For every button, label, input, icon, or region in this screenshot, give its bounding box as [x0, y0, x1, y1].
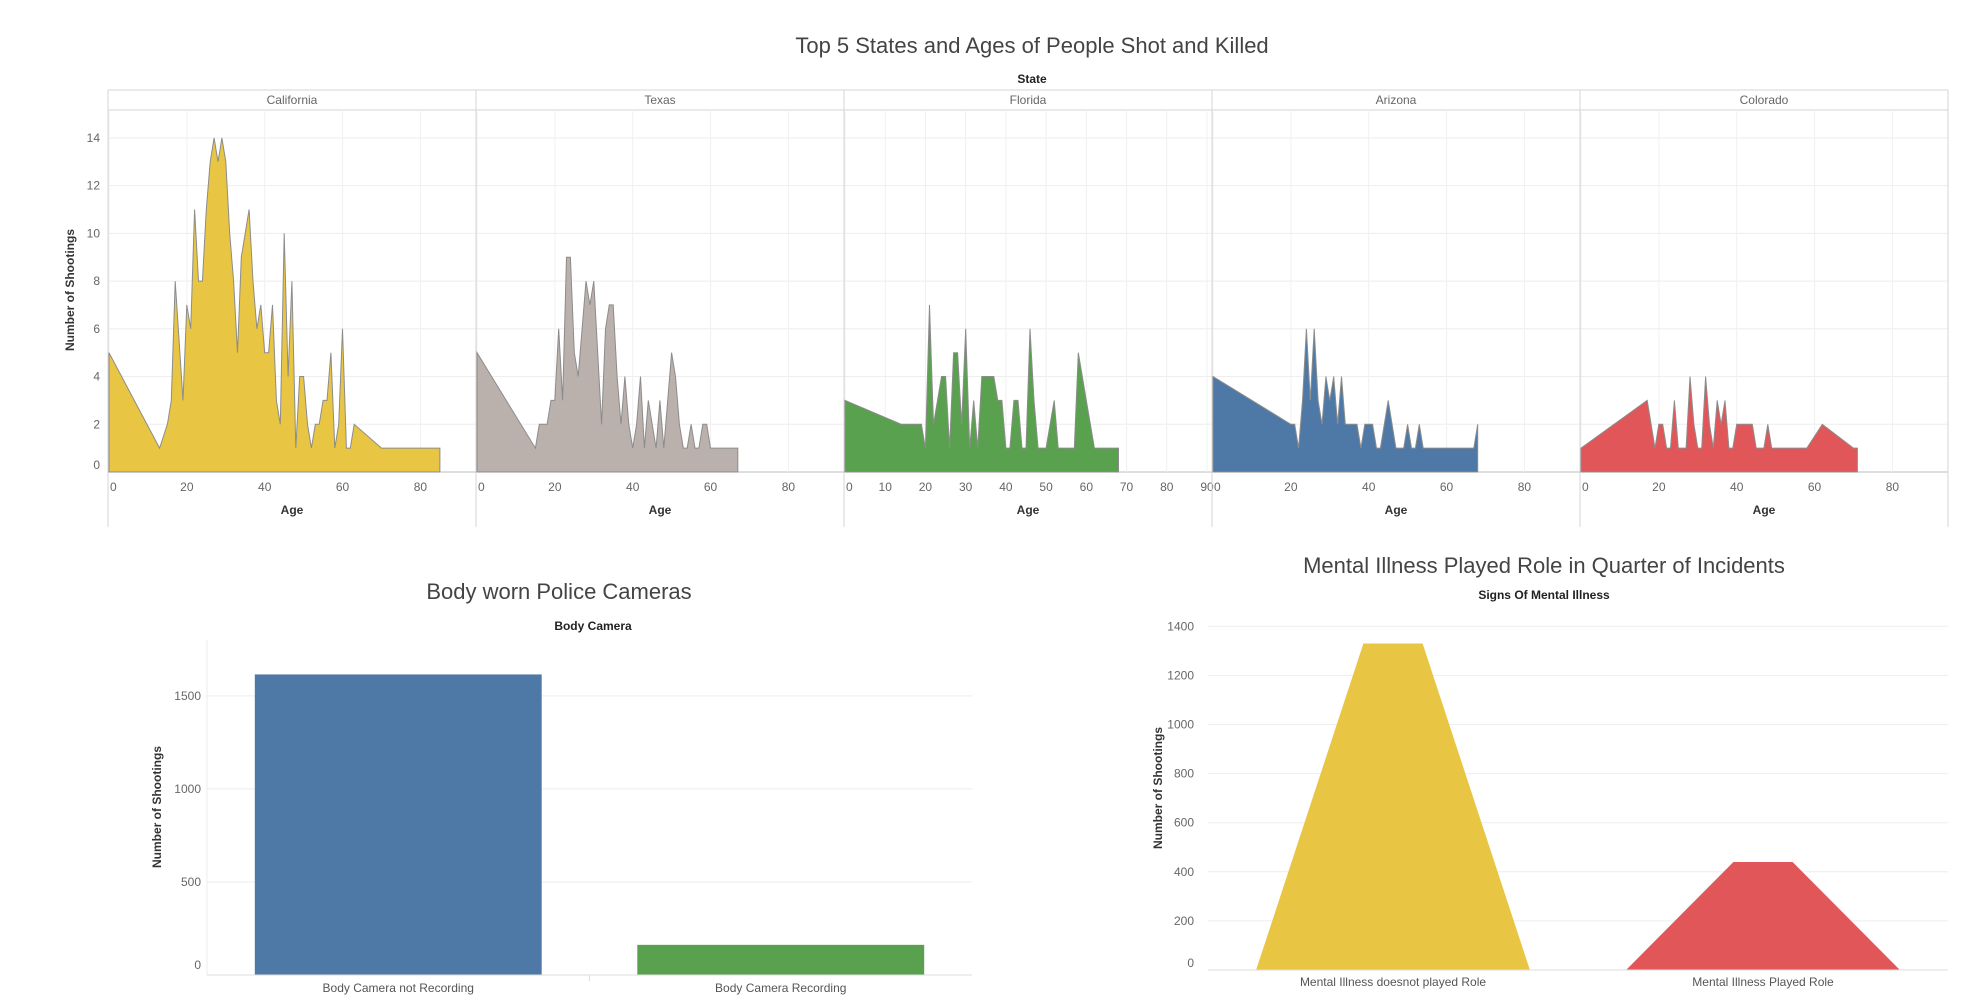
column-header: Signs Of Mental Illness [1478, 588, 1610, 602]
y-tick-label: 2 [93, 417, 100, 431]
category-label: Body Camera not Recording [323, 981, 474, 995]
x-tick-label: 0 [478, 480, 485, 494]
category-label: Mental Illness Played Role [1692, 975, 1834, 989]
chart-title: Body worn Police Cameras [426, 579, 691, 604]
chart-title: Mental Illness Played Role in Quarter of… [1303, 553, 1785, 578]
x-tick-label: 30 [959, 480, 973, 494]
panel-header: California [267, 93, 318, 107]
x-tick-label: 20 [548, 480, 562, 494]
panel-header: Colorado [1740, 93, 1789, 107]
x-axis-label: Age [1753, 503, 1776, 517]
bar [637, 944, 925, 975]
y-tick-label: 0 [194, 958, 201, 972]
x-tick-label: 0 [1582, 480, 1589, 494]
x-tick-label: 80 [1160, 480, 1174, 494]
y-tick-label: 800 [1174, 767, 1194, 781]
y-tick-label: 6 [93, 322, 100, 336]
x-tick-label: 20 [180, 480, 194, 494]
y-tick-label: 10 [87, 226, 101, 240]
y-tick-label: 0 [1187, 956, 1194, 970]
x-tick-label: 60 [704, 480, 718, 494]
x-tick-label: 80 [782, 480, 796, 494]
x-axis-label: Age [1385, 503, 1408, 517]
x-tick-label: 90 [1200, 480, 1214, 494]
x-tick-label: 40 [258, 480, 272, 494]
panel-header: Arizona [1376, 93, 1417, 107]
category-label: Mental Illness doesnot played Role [1300, 975, 1486, 989]
x-tick-label: 50 [1039, 480, 1053, 494]
area-series-texas [476, 256, 739, 473]
panel-colorado: Colorado 0 20 40 60 80 Age [1579, 90, 1949, 527]
x-axis-label: Age [1017, 503, 1040, 517]
y-axis-label: Number of Shootings [1151, 727, 1165, 849]
y-tick-label: 400 [1174, 865, 1194, 879]
area-plot: 0 200 400 600 800 1000 1200 1400 Mental Illness … [1167, 619, 1948, 989]
y-tick-label: 600 [1174, 816, 1194, 830]
chart-mental-illness: Mental Illness Played Role in Quarter of… [1151, 553, 1948, 989]
panel-header: Florida [1010, 93, 1047, 107]
panel-florida: Florida 0 10 20 30 40 50 60 70 80 90 Age [843, 90, 1214, 527]
y-tick-label: 1000 [174, 782, 201, 796]
x-tick-label: 80 [1886, 480, 1900, 494]
area-series-arizona [1212, 328, 1479, 473]
area-mark [1626, 861, 1900, 970]
x-tick-label: 70 [1120, 480, 1134, 494]
y-tick-label: 8 [93, 274, 100, 288]
x-tick-label: 20 [1284, 480, 1298, 494]
y-tick-label: 1000 [1167, 717, 1194, 731]
y-tick-label: 0 [93, 458, 100, 472]
y-tick-label: 12 [87, 179, 101, 193]
area-series-colorado [1580, 376, 1858, 473]
x-tick-label: 0 [110, 480, 117, 494]
x-axis-label: Age [649, 503, 672, 517]
area-series-florida [844, 304, 1119, 473]
x-tick-label: 60 [336, 480, 350, 494]
chart-body-camera: Body worn Police Cameras Body Camera Num… [150, 579, 972, 995]
y-axis-label: Number of Shootings [150, 746, 164, 868]
y-tick-label: 500 [181, 875, 201, 889]
x-tick-label: 10 [879, 480, 893, 494]
y-tick-label: 1400 [1167, 619, 1194, 633]
y-tick-label: 1500 [174, 689, 201, 703]
x-tick-label: 80 [1518, 480, 1532, 494]
chart-title: Top 5 States and Ages of People Shot and… [795, 33, 1268, 58]
x-tick-label: 60 [1080, 480, 1094, 494]
bar [254, 674, 542, 975]
panel-texas: Texas 0 20 40 60 80 Age [475, 90, 796, 527]
x-tick-label: 40 [626, 480, 640, 494]
x-tick-label: 20 [1652, 480, 1666, 494]
y-tick-label: 14 [87, 131, 101, 145]
x-tick-label: 40 [999, 480, 1013, 494]
column-header: State [1017, 72, 1047, 86]
panel-header: Texas [644, 93, 675, 107]
panel-california: California 0 20 40 60 80 Age [107, 90, 441, 527]
x-tick-label: 60 [1440, 480, 1454, 494]
y-axis-label: Number of Shootings [63, 229, 77, 351]
chart-top5-states: Top 5 States and Ages of People Shot and… [63, 33, 1949, 527]
column-header: Body Camera [554, 619, 632, 633]
x-tick-label: 20 [919, 480, 933, 494]
x-tick-label: 0 [846, 480, 853, 494]
y-tick-label: 1200 [1167, 668, 1194, 682]
y-tick-label: 4 [93, 370, 100, 384]
y-tick-label: 200 [1174, 914, 1194, 928]
area-mark [1256, 643, 1530, 970]
x-tick-label: 0 [1214, 480, 1221, 494]
x-axis-label: Age [281, 503, 304, 517]
x-tick-label: 40 [1362, 480, 1376, 494]
area-series-california [108, 137, 441, 473]
x-tick-label: 80 [414, 480, 428, 494]
panel-arizona: Arizona 0 20 40 60 80 Age [1211, 90, 1532, 527]
x-tick-label: 40 [1730, 480, 1744, 494]
x-tick-label: 60 [1808, 480, 1822, 494]
category-label: Body Camera Recording [715, 981, 846, 995]
bar-plot: 0 500 1000 1500 Body Camera not Recording Bod… [174, 640, 972, 995]
